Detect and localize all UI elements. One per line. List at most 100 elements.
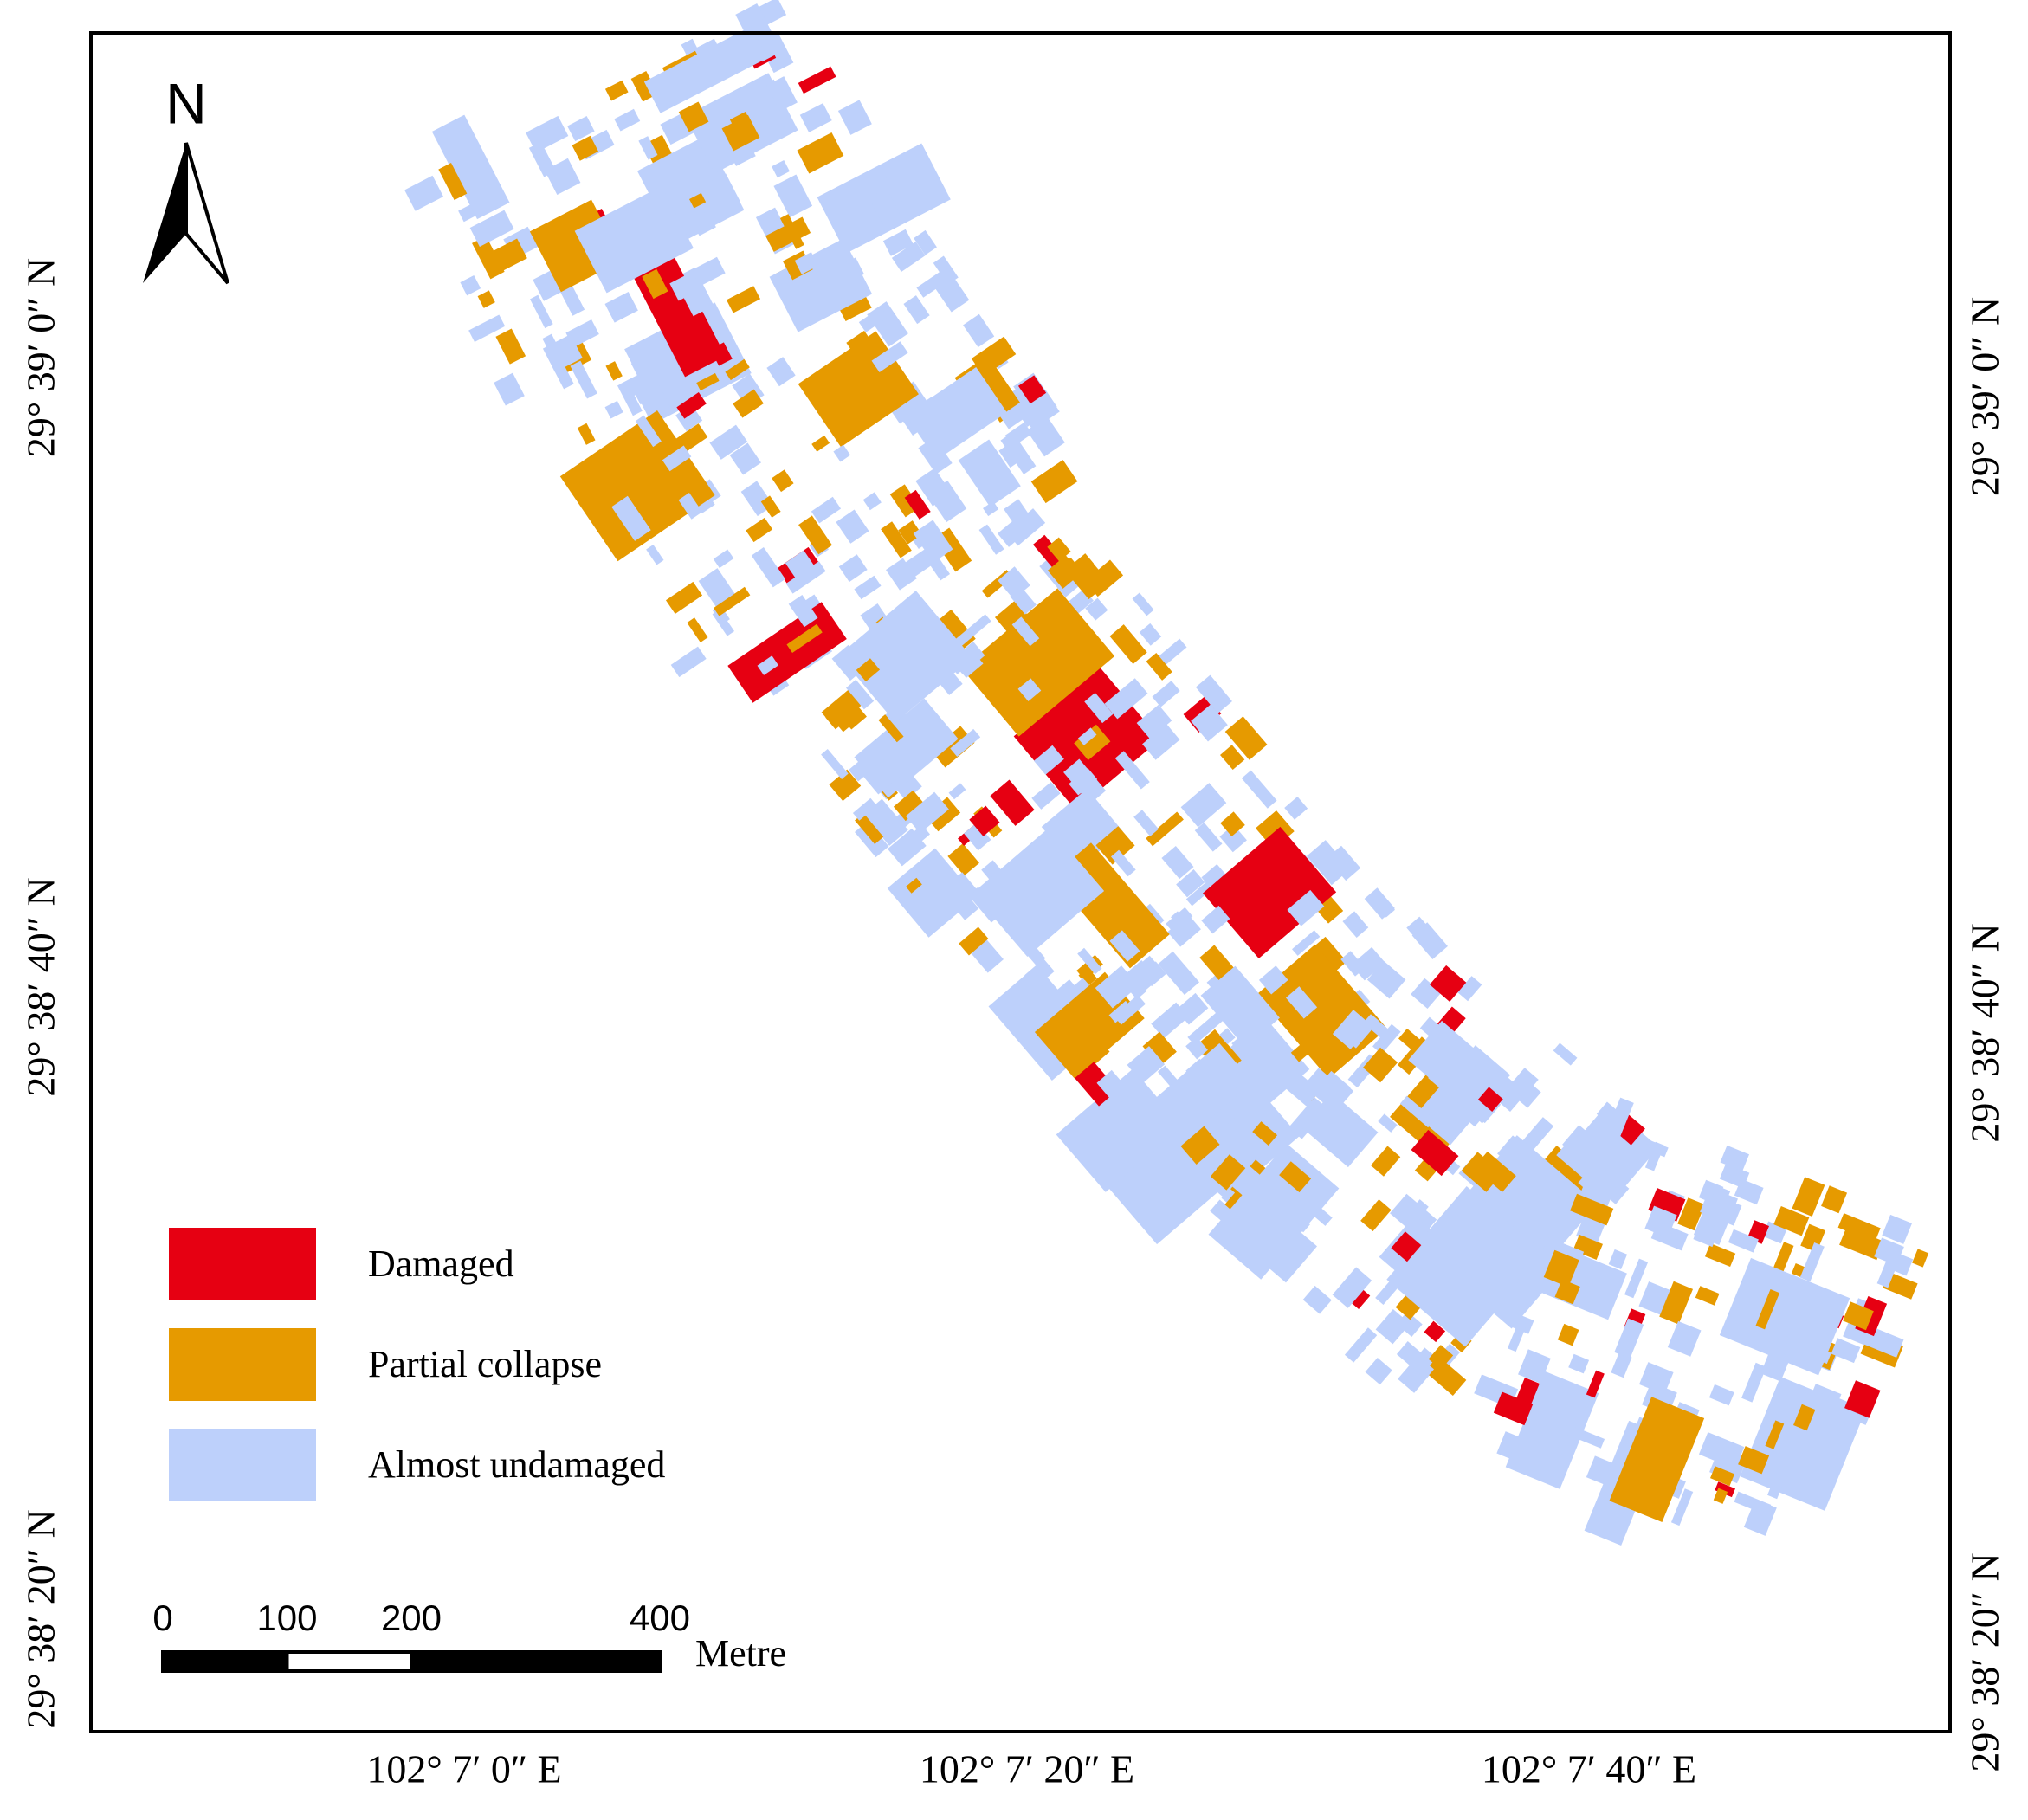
building [1342,911,1369,938]
building [1000,431,1037,474]
building [623,462,656,493]
building [495,328,526,365]
building [665,581,703,615]
building [1142,723,1180,760]
building [1290,1037,1317,1062]
building [760,495,781,518]
building [729,442,761,475]
building [733,389,764,418]
building [567,116,595,142]
building [542,334,583,372]
building [1203,826,1337,959]
building [1133,810,1159,836]
building [854,575,882,600]
building [1375,1275,1403,1305]
lat-label: 29° 39′ 0″ N [1963,297,2007,496]
building [963,313,995,348]
building [1570,1193,1614,1226]
building [887,848,977,938]
building [710,342,733,366]
scale-label: 200 [381,1597,442,1638]
building [1224,716,1268,760]
legend-label: Almost undamaged [368,1443,665,1486]
building [869,188,901,224]
building [1146,811,1184,847]
building [958,439,1021,507]
building [701,134,727,164]
building [708,173,740,210]
building [1464,1204,1495,1235]
building [477,290,495,308]
building [1241,770,1277,809]
building [1693,1220,1721,1248]
building [846,679,875,710]
building [798,515,832,555]
building [1132,592,1154,616]
building [1252,1121,1278,1146]
building [1194,822,1223,852]
building [1104,678,1148,720]
building [833,444,851,462]
building [1114,751,1150,790]
building [959,926,989,956]
building [1365,1357,1392,1385]
building [838,554,868,583]
building [494,372,525,406]
building [1396,1341,1433,1376]
building [794,252,818,274]
building [1507,1324,1526,1352]
building [821,749,849,779]
building [1713,1488,1728,1504]
building [1332,1267,1372,1308]
building [669,274,697,301]
building [1874,1237,1904,1266]
north-arrow-left [143,143,186,283]
building [438,163,468,201]
building [905,791,949,834]
building [698,568,736,609]
scale-label: 100 [256,1597,317,1638]
building [954,614,991,648]
lat-label: 29° 38′ 40″ N [1963,923,2007,1142]
building [1280,1068,1321,1107]
building [674,423,708,455]
building [1372,1023,1401,1055]
building [1366,960,1406,999]
building [1544,1236,1585,1261]
building [1210,1154,1246,1191]
building [881,521,912,558]
building [1167,913,1201,947]
building [611,495,651,541]
scale-unit: Metre [695,1632,786,1675]
building [947,843,979,876]
building [820,272,860,305]
building [964,823,991,851]
building [891,242,926,272]
building [1586,1455,1617,1487]
building [898,520,922,545]
building [1453,1078,1502,1124]
building [1821,1185,1848,1214]
building [1219,824,1247,853]
building [1258,965,1288,995]
building [1033,745,1064,775]
building [1463,1104,1486,1127]
building [757,655,778,675]
building [838,591,972,723]
building [1493,1391,1534,1426]
building [1180,783,1227,828]
building [852,797,877,821]
building [751,547,785,588]
building [469,210,514,247]
building [1434,1227,1469,1262]
building [846,330,879,365]
building [1344,1327,1378,1363]
building [1831,1338,1861,1364]
building [829,707,852,733]
building [1108,1000,1133,1023]
building [1019,392,1060,430]
building [863,758,901,795]
building [1411,978,1442,1009]
building [1161,845,1194,880]
lon-label: 102° 7′ 20″ E [920,1747,1134,1791]
